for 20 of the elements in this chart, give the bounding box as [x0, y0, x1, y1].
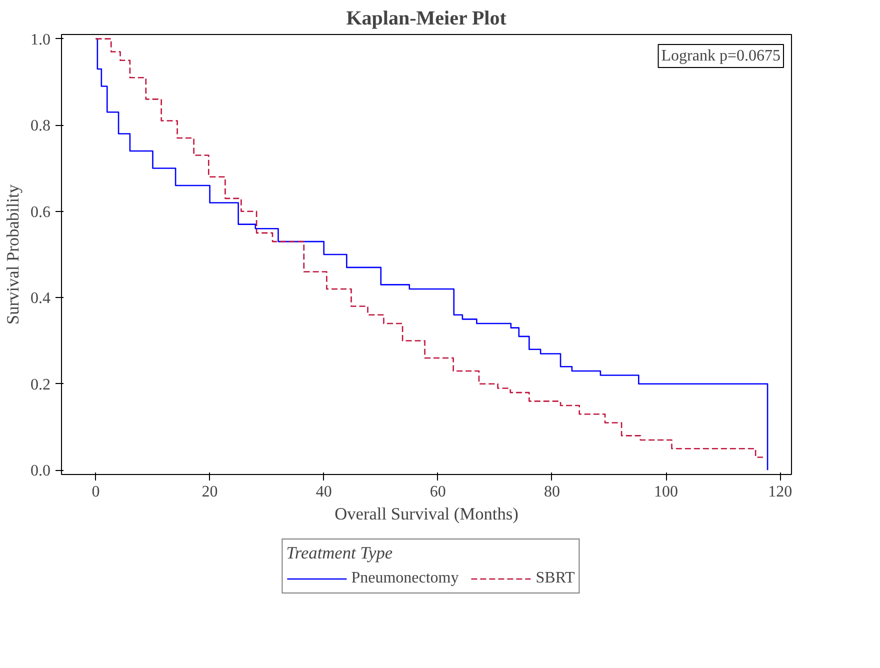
x-axis-title: Overall Survival (Months)	[334, 504, 519, 524]
y-tick-label: 0.6	[30, 204, 50, 221]
x-tick-label: 40	[316, 484, 332, 500]
y-tick-label: 0.2	[30, 376, 50, 394]
chart-title: Kaplan-Meier Plot	[346, 8, 507, 30]
legend-label: SBRT	[536, 570, 575, 588]
x-tick-label: 120	[768, 484, 792, 500]
y-tick-label: 1.0	[30, 31, 50, 48]
x-tick-label: 20	[202, 484, 218, 500]
y-tick-label: 0.8	[30, 118, 50, 135]
y-tick-label: 0.4	[30, 290, 50, 308]
x-tick-label: 60	[430, 484, 446, 500]
y-tick-label: 0.0	[30, 462, 50, 480]
x-tick-label: 100	[654, 484, 678, 500]
y-axis-title: Survival Probability	[4, 184, 22, 325]
x-tick-label: 0	[92, 484, 100, 500]
legend-title: Treatment Type	[286, 544, 394, 564]
annotation: Logrank p=0.0675	[661, 48, 781, 64]
x-tick-label: 80	[544, 484, 560, 500]
legend-label: Pneumonectomy	[351, 570, 459, 588]
